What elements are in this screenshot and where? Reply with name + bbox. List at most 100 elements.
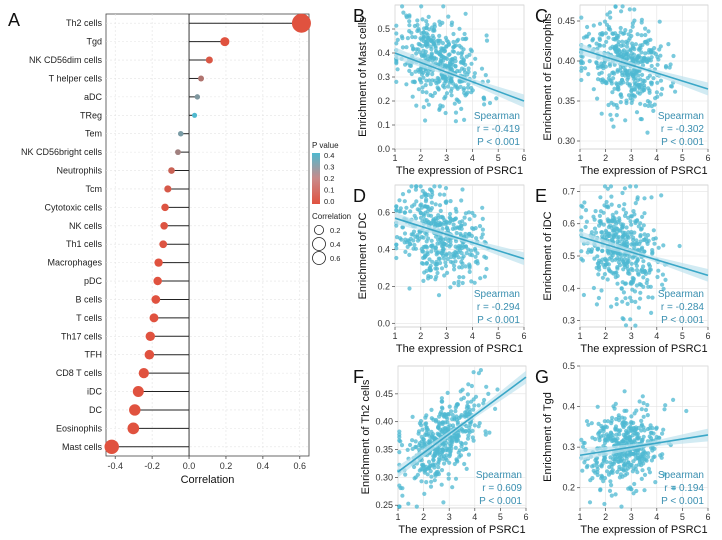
data-point: [610, 212, 615, 217]
data-point: [450, 60, 455, 65]
data-point: [410, 34, 415, 40]
data-point: [606, 472, 612, 477]
data-point: [451, 222, 456, 227]
data-point: [622, 230, 627, 235]
data-point: [630, 24, 635, 29]
data-point: [623, 67, 628, 72]
data-point: [453, 64, 458, 69]
data-point: [458, 440, 464, 445]
data-point: [443, 186, 449, 191]
data-point: [641, 78, 646, 83]
category-label: B cells: [75, 294, 102, 304]
data-point: [468, 47, 473, 52]
data-point: [620, 224, 625, 229]
y-tick-label: 0.0: [377, 144, 390, 154]
data-point: [633, 428, 638, 433]
data-point: [618, 25, 623, 31]
data-point: [433, 261, 438, 267]
data-point: [428, 55, 433, 60]
stat-text: r = 0.194: [664, 483, 704, 494]
data-point: [610, 253, 615, 258]
data-point: [471, 407, 476, 412]
data-point: [611, 271, 616, 276]
data-point: [642, 457, 647, 462]
data-point: [627, 36, 632, 41]
data-point: [604, 230, 609, 235]
data-point: [649, 104, 654, 109]
data-point: [599, 288, 604, 293]
data-point: [433, 248, 438, 253]
data-point: [465, 392, 470, 397]
y-tick-label: 0.40: [557, 56, 575, 66]
data-point: [452, 281, 457, 286]
data-point: [432, 90, 438, 96]
data-point: [465, 85, 471, 90]
data-point: [617, 263, 623, 268]
data-point: [420, 188, 425, 194]
data-point: [415, 207, 420, 212]
data-point: [610, 415, 615, 420]
x-tick-label: -0.4: [107, 461, 123, 471]
data-point: [626, 258, 631, 264]
data-point: [621, 458, 627, 464]
x-tick-label: 1: [392, 153, 397, 163]
data-point: [457, 26, 462, 31]
data-point: [609, 483, 614, 488]
data-point: [448, 242, 453, 247]
lollipop-dot: [149, 313, 159, 323]
data-point: [640, 437, 645, 442]
data-point: [442, 74, 447, 79]
data-point: [453, 409, 458, 414]
data-point: [631, 52, 637, 57]
data-point: [440, 41, 445, 46]
data-point: [618, 92, 623, 98]
data-point: [473, 254, 478, 259]
data-point: [612, 219, 618, 224]
data-point: [613, 45, 618, 50]
x-tick-label: 2: [603, 331, 608, 341]
data-point: [630, 21, 636, 26]
data-point: [449, 409, 454, 414]
data-point: [613, 4, 618, 9]
stat-text: Spearman: [658, 470, 704, 481]
data-point: [466, 69, 471, 74]
data-point: [597, 21, 603, 26]
data-point: [486, 391, 491, 396]
data-point: [417, 76, 422, 82]
data-point: [624, 456, 629, 461]
data-point: [413, 439, 418, 444]
data-point: [430, 259, 435, 264]
y-tick-label: 0.45: [557, 16, 575, 26]
data-point: [450, 412, 455, 418]
data-point: [424, 421, 429, 426]
legend-tick: 0.3: [324, 163, 334, 172]
data-point: [667, 65, 672, 70]
data-point: [640, 468, 645, 473]
data-point: [626, 230, 631, 235]
data-point: [430, 243, 435, 248]
data-point: [632, 481, 637, 487]
category-label: TFH: [85, 350, 103, 360]
data-point: [579, 77, 584, 83]
data-point: [646, 454, 651, 459]
data-point: [484, 33, 489, 38]
data-point: [653, 480, 658, 485]
data-point: [651, 431, 656, 436]
data-point: [609, 202, 614, 207]
data-point: [599, 111, 604, 116]
data-point: [623, 452, 628, 457]
data-point: [616, 39, 621, 44]
data-point: [440, 253, 446, 258]
data-point: [617, 216, 622, 221]
x-tick-label: 4: [654, 331, 659, 341]
data-point: [410, 94, 415, 99]
data-point: [394, 242, 399, 247]
data-point: [602, 419, 607, 424]
data-point: [593, 230, 599, 235]
data-point: [413, 69, 418, 74]
data-point: [438, 241, 443, 246]
data-point: [639, 20, 644, 25]
data-point: [482, 274, 487, 279]
data-point: [611, 70, 616, 75]
